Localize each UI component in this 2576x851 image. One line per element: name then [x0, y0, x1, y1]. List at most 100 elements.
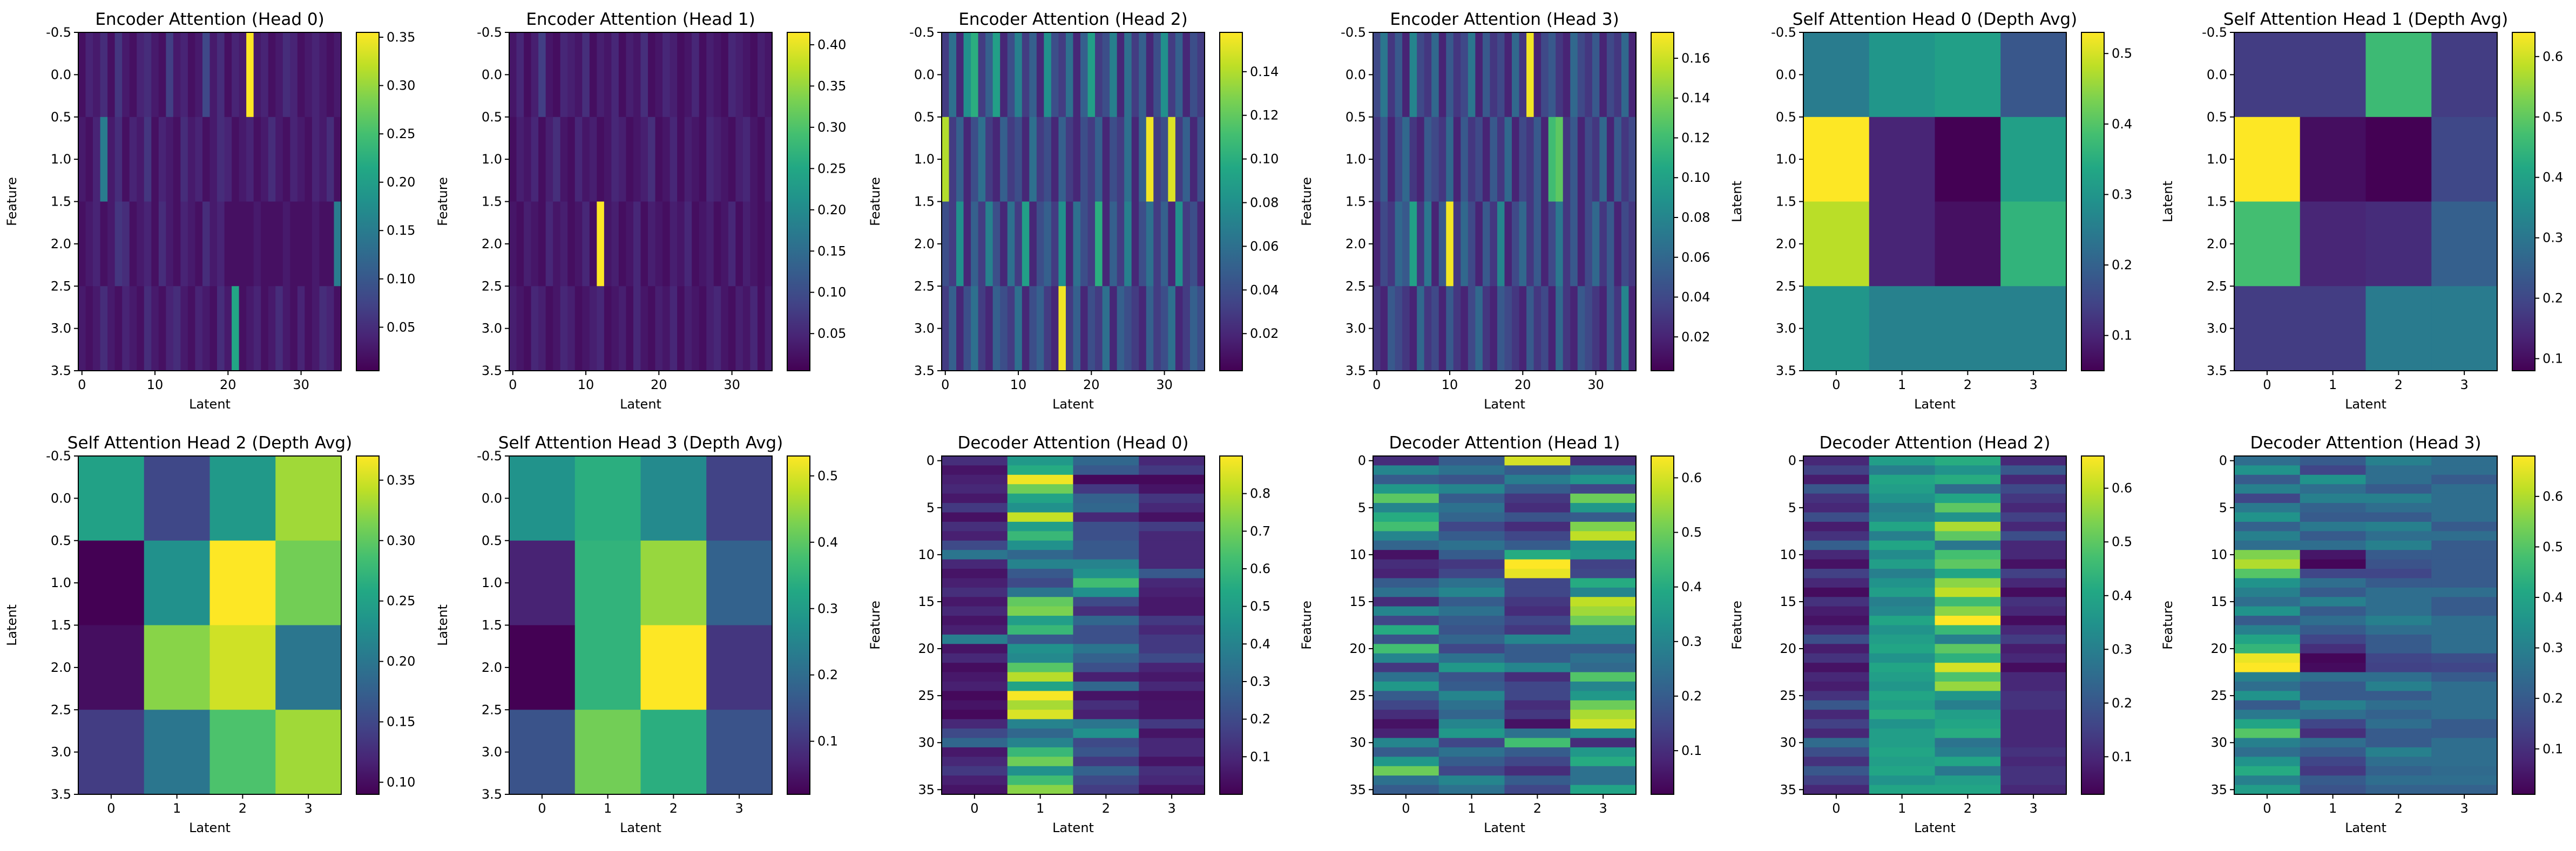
heatmap-cell	[670, 32, 678, 118]
heatmap-cell	[942, 559, 1008, 569]
heatmap-cell	[626, 32, 634, 118]
heatmap-cell	[1935, 474, 2001, 485]
heatmap-cell	[1438, 719, 1505, 729]
heatmap-cell	[992, 117, 1000, 202]
heatmap-cell	[567, 32, 576, 118]
heatmap-cells	[1803, 456, 2067, 795]
heatmap-cell	[1395, 201, 1403, 287]
heatmap-cell	[1073, 719, 1139, 729]
y-axis-label: Feature	[868, 601, 883, 650]
y-tick-label: -0.5	[477, 25, 502, 40]
heatmap-cell	[1007, 616, 1073, 625]
heatmap-cell	[670, 286, 678, 371]
heatmap-cell	[640, 286, 648, 371]
heatmap-cell	[1189, 201, 1198, 287]
heatmap-cell	[978, 201, 986, 287]
heatmap-cell	[662, 201, 671, 287]
heatmap-cell	[1139, 663, 1205, 672]
heatmap-cell	[253, 117, 261, 202]
heatmap-cell	[1869, 729, 1935, 738]
heatmap-cell	[1073, 540, 1139, 550]
heatmap-cell	[662, 117, 671, 202]
heatmap-cell	[942, 201, 949, 287]
colorbar-tick-label: 0.3	[2112, 187, 2132, 202]
heatmap-cell	[2431, 710, 2498, 720]
heatmap-cell	[1182, 286, 1191, 371]
colorbar-tick-label: 0.35	[387, 473, 415, 488]
y-axis-label: Feature	[4, 177, 19, 226]
heatmap-cell	[1373, 766, 1439, 776]
heatmap-cell	[640, 540, 707, 625]
heatmap-cell	[1438, 691, 1505, 701]
heatmap-cell	[648, 117, 655, 202]
y-tick-label: 25	[2210, 688, 2227, 703]
heatmap-cell	[1504, 117, 1512, 202]
heatmap-cell	[2365, 550, 2432, 560]
heatmap-cell	[728, 201, 736, 287]
heatmap-cell	[1007, 747, 1073, 757]
heatmap-cell	[1373, 634, 1439, 644]
heatmap-cell	[1139, 644, 1205, 654]
heatmap-cell	[509, 32, 517, 118]
colorbar-tick-label: 0.3	[2543, 641, 2563, 656]
heatmap-cell	[1504, 606, 1571, 616]
heatmap-cell	[1373, 729, 1439, 738]
heatmap-cell	[1504, 691, 1571, 701]
heatmap-cell	[765, 286, 773, 371]
y-axis-label: Feature	[1299, 601, 1314, 650]
heatmap-cell	[670, 117, 678, 202]
y-tick-label: 3.5	[482, 787, 502, 802]
heatmap-cell	[180, 32, 188, 118]
heatmap-cell	[633, 117, 641, 202]
heatmap-cell	[1007, 625, 1073, 635]
colorbar-tick-label: 0.1	[2543, 741, 2563, 757]
heatmap-cell	[1935, 672, 2001, 682]
heatmap-cell	[567, 201, 576, 287]
heatmap-cell	[971, 286, 979, 371]
heatmap-cell	[1431, 286, 1439, 371]
heatmap-cell	[1160, 286, 1168, 371]
colorbar-tick-label: 0.5	[1250, 599, 1270, 614]
heatmap-cell	[187, 286, 195, 371]
chart-title: Encoder Attention (Head 0)	[95, 10, 324, 29]
heatmap-cell	[239, 117, 247, 202]
heatmap-cell	[1475, 117, 1483, 202]
y-tick-label: 10	[1349, 547, 1366, 562]
heatmap-cell	[2234, 201, 2301, 287]
heatmap-cell	[1175, 117, 1183, 202]
heatmap-cell	[2234, 729, 2301, 738]
heatmap-cell	[2000, 484, 2067, 494]
heatmap-cell	[2431, 531, 2498, 541]
heatmap-cell	[706, 286, 714, 371]
heatmap-cell	[742, 201, 751, 287]
heatmap-cell	[78, 201, 86, 287]
chart-title: Decoder Attention (Head 3)	[2250, 433, 2481, 453]
heatmap-cell	[319, 286, 327, 371]
heatmap-cell	[1935, 710, 2001, 720]
heatmap-cell	[2300, 785, 2366, 795]
heatmap-cell	[1058, 201, 1066, 287]
y-tick-label: 3.5	[51, 787, 71, 802]
heatmap-cell	[553, 286, 561, 371]
heatmap-cell	[209, 32, 218, 118]
heatmap-cell	[2234, 757, 2301, 767]
heatmap-cell	[942, 484, 1008, 494]
heatmap-cell	[2234, 32, 2301, 118]
heatmap-cell	[942, 719, 1008, 729]
heatmap-cell	[282, 32, 290, 118]
heatmap-cell	[1803, 785, 1870, 795]
heatmap-cell	[1417, 32, 1425, 118]
y-tick-label: 30	[1780, 735, 1796, 750]
heatmap-cell	[2000, 32, 2067, 118]
heatmap-cell	[2000, 616, 2067, 625]
heatmap-cell	[1461, 32, 1469, 118]
heatmap-cell	[1935, 493, 2001, 503]
colorbar-tick-label: 0.5	[2112, 46, 2132, 61]
heatmap-cell	[1087, 117, 1096, 202]
colorbar-tick-label: 0.3	[2543, 230, 2563, 246]
heatmap-cell	[1563, 201, 1571, 287]
heatmap-cell	[942, 531, 1008, 541]
heatmap-cell	[1073, 493, 1139, 503]
y-tick-label: 1.0	[482, 152, 502, 167]
y-tick-label: 0	[2219, 453, 2227, 468]
